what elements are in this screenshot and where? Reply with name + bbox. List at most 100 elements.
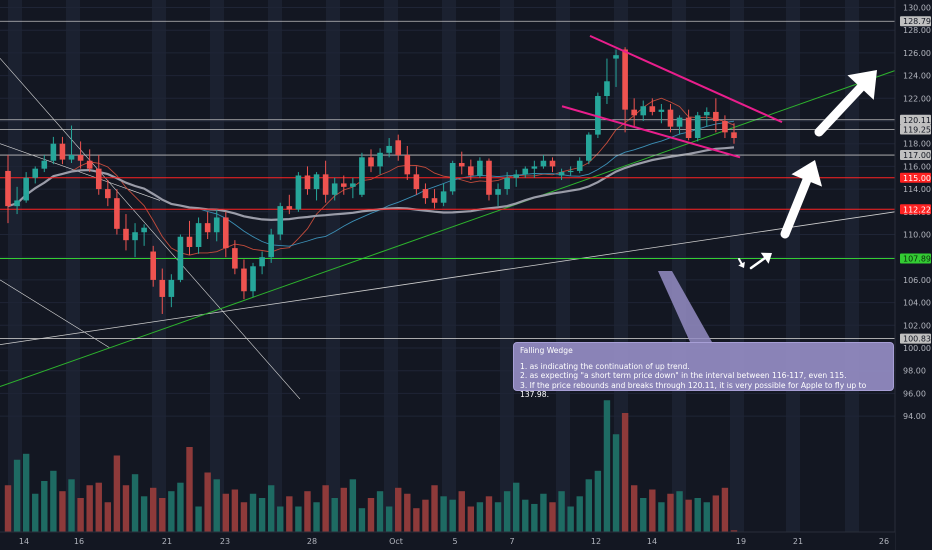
candle xyxy=(513,169,519,187)
arrow-shaft xyxy=(814,83,866,137)
volume-bar xyxy=(467,506,475,532)
candle xyxy=(576,157,583,174)
candle-body xyxy=(685,117,692,139)
session-stripe xyxy=(556,0,570,532)
candle xyxy=(68,125,75,163)
candle-body xyxy=(531,166,538,169)
candle xyxy=(377,148,383,175)
volume-bar xyxy=(204,472,211,532)
volume-bar xyxy=(385,506,393,532)
price-level-tag-label: 112.22 xyxy=(903,205,931,214)
candle-body xyxy=(667,109,674,127)
volume-bar xyxy=(395,487,402,532)
candle-body xyxy=(631,109,637,116)
candle xyxy=(622,47,628,133)
candle-body xyxy=(513,174,519,178)
price-level-labels: 137.98132.79128.79120.11119.25117.00115.… xyxy=(900,16,931,344)
candle xyxy=(468,159,474,181)
y-tick-label: 114.00 xyxy=(903,185,931,194)
candle xyxy=(722,115,728,139)
candle xyxy=(395,134,402,161)
volume-bar xyxy=(458,491,465,532)
candle xyxy=(350,177,356,199)
price-level-tag xyxy=(900,333,931,344)
volume-bar xyxy=(195,506,202,532)
volume-bar xyxy=(177,482,184,532)
candle xyxy=(213,209,220,242)
volume-bar xyxy=(168,491,175,532)
volume-bar xyxy=(658,502,665,532)
candle-body xyxy=(286,206,293,210)
candle-body xyxy=(223,217,229,249)
candle-body xyxy=(268,234,274,258)
diagonal-line xyxy=(0,279,111,349)
price-level-tag-label: 128.79 xyxy=(903,17,931,26)
candle xyxy=(177,234,184,283)
volume-bar xyxy=(304,491,311,532)
candle xyxy=(531,160,538,178)
projection-arrows xyxy=(738,70,877,270)
candle-body xyxy=(86,160,93,169)
volume-bar xyxy=(104,502,112,532)
candle-body xyxy=(440,191,447,203)
candle xyxy=(141,224,147,246)
candle xyxy=(195,217,202,254)
volume-bar xyxy=(567,506,574,532)
candle xyxy=(59,136,66,165)
candle xyxy=(703,107,710,127)
y-tick-label: 106.00 xyxy=(903,276,931,285)
annotation-box[interactable]: Falling Wedge 1. as indicating the conti… xyxy=(513,342,894,399)
x-tick-label: 26 xyxy=(879,537,889,546)
candle xyxy=(23,172,29,203)
x-tick-label: 12 xyxy=(591,537,601,546)
candle-body xyxy=(377,152,383,167)
arrow-shaft xyxy=(780,175,812,239)
arrow-head xyxy=(760,252,772,264)
candle xyxy=(322,160,329,203)
session-stripe xyxy=(672,0,686,532)
session-stripes xyxy=(8,0,859,532)
candle xyxy=(132,223,138,258)
candle xyxy=(640,100,647,121)
volume-bar xyxy=(712,495,720,532)
volume-bar xyxy=(540,493,547,532)
candle-body xyxy=(549,160,556,167)
y-tick-label: 110.00 xyxy=(903,231,931,240)
volume-bar xyxy=(522,499,529,532)
candle-body xyxy=(95,168,102,190)
candle-body xyxy=(313,174,320,190)
candle-body xyxy=(340,183,347,187)
y-tick-label: 98.00 xyxy=(903,367,926,376)
candle xyxy=(613,49,619,87)
candle xyxy=(313,172,320,201)
candle-body xyxy=(250,266,256,292)
volume-bar xyxy=(41,481,48,532)
candle-body xyxy=(495,189,501,195)
x-axis-ticks: 14 16 21 23 28 Oct 5 7 12 14 19 21 26 xyxy=(19,537,889,546)
x-tick-label: 5 xyxy=(452,537,457,546)
candle-body xyxy=(5,170,11,207)
arrow-dip xyxy=(738,258,745,268)
candle xyxy=(105,180,111,207)
x-tick-label: 19 xyxy=(736,537,746,546)
arrow-breakout xyxy=(780,160,823,239)
volume-bar xyxy=(113,455,121,532)
candle-body xyxy=(295,175,302,210)
session-stripe xyxy=(442,0,456,532)
y-tick-label: 96.00 xyxy=(903,389,926,398)
candle-body xyxy=(123,228,129,241)
candle xyxy=(386,138,392,158)
annotation-line-1: 1. as indicating the continuation of up … xyxy=(520,361,690,371)
candle xyxy=(477,157,483,178)
candle xyxy=(431,189,438,209)
candle-body xyxy=(204,223,211,233)
candle-body xyxy=(477,160,483,176)
candle xyxy=(522,166,529,178)
candle-body xyxy=(604,81,610,97)
volume-bar xyxy=(585,479,592,532)
candle-body xyxy=(168,279,175,297)
volume-bar xyxy=(694,498,701,532)
volume-bar xyxy=(367,498,375,532)
